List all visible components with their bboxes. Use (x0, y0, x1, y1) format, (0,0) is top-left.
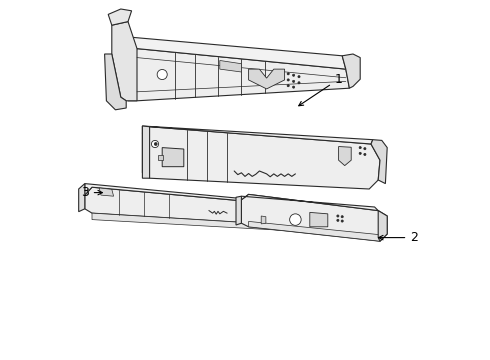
Text: 2: 2 (379, 231, 418, 244)
Circle shape (293, 74, 294, 76)
Polygon shape (339, 147, 351, 166)
Polygon shape (85, 187, 315, 227)
Polygon shape (117, 36, 346, 69)
Circle shape (364, 148, 366, 150)
Circle shape (341, 216, 343, 218)
Polygon shape (248, 69, 285, 89)
Circle shape (293, 80, 294, 82)
Circle shape (287, 85, 289, 87)
Circle shape (337, 215, 339, 217)
Circle shape (341, 220, 343, 222)
Circle shape (337, 219, 339, 221)
Circle shape (293, 86, 294, 88)
Polygon shape (112, 22, 137, 101)
Polygon shape (108, 9, 132, 25)
Polygon shape (104, 54, 126, 110)
Circle shape (287, 73, 289, 75)
Polygon shape (126, 49, 349, 101)
Circle shape (364, 153, 366, 156)
Polygon shape (143, 126, 149, 178)
Polygon shape (162, 148, 184, 167)
Polygon shape (158, 155, 163, 160)
Polygon shape (242, 194, 378, 211)
Polygon shape (236, 196, 242, 225)
Polygon shape (371, 140, 387, 184)
Polygon shape (261, 216, 266, 224)
Polygon shape (143, 127, 380, 189)
Text: 1: 1 (299, 73, 343, 106)
Circle shape (151, 140, 159, 148)
Circle shape (157, 69, 167, 80)
Circle shape (287, 79, 289, 81)
Polygon shape (143, 126, 373, 144)
Polygon shape (220, 60, 242, 72)
Text: 3: 3 (81, 186, 102, 199)
Circle shape (154, 143, 157, 145)
Circle shape (359, 147, 361, 149)
Polygon shape (92, 213, 315, 232)
Polygon shape (79, 184, 85, 212)
Circle shape (359, 152, 361, 154)
Polygon shape (310, 212, 328, 227)
Polygon shape (242, 194, 387, 241)
Polygon shape (248, 221, 380, 241)
Circle shape (290, 214, 301, 225)
Polygon shape (378, 211, 387, 241)
Circle shape (298, 82, 300, 84)
Polygon shape (342, 54, 360, 88)
Circle shape (298, 76, 300, 78)
Polygon shape (99, 188, 114, 196)
Polygon shape (85, 184, 310, 207)
